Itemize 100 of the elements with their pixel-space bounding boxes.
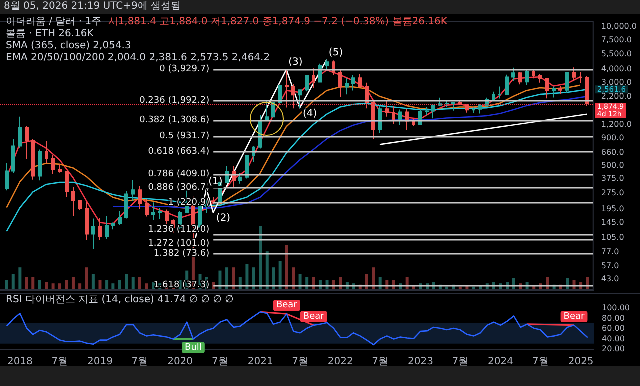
ref-line-label: 0.382 (1,308.6) [140, 116, 210, 126]
y-tick-label: 375.0 [601, 174, 624, 184]
candlestick [451, 102, 455, 112]
y-tick-label: 3,000.0 [601, 78, 632, 87]
annotation: (5) [328, 47, 344, 58]
bar [118, 280, 122, 290]
x-tick-label: 2020 [168, 356, 194, 368]
candlestick [345, 78, 349, 96]
bar [98, 280, 102, 290]
candlestick [385, 100, 389, 118]
candlestick [158, 208, 162, 220]
ref-line-label: 0.618 (663.4) [148, 147, 210, 158]
candlestick [151, 202, 155, 222]
bar [58, 284, 62, 290]
candlestick [165, 209, 169, 225]
candlestick [398, 109, 402, 126]
candlestick [312, 68, 315, 89]
candlestick [5, 163, 9, 192]
bar [65, 280, 68, 290]
x-tick-label: 7월 [452, 356, 469, 368]
bar [259, 226, 262, 290]
bar [106, 280, 109, 290]
candlestick [585, 76, 589, 106]
ref-line-label: 1.382 (73.6) [154, 249, 210, 260]
candlestick [358, 74, 362, 88]
y-tick-label: 275.0 [601, 188, 624, 198]
candlestick [118, 210, 122, 226]
candlestick [298, 89, 302, 109]
y-tick-label: 80.00 [602, 314, 625, 323]
candlestick [318, 63, 322, 84]
y-tick-label: 145.0 [601, 218, 624, 228]
candlestick [51, 154, 55, 176]
chart-title: RSI 다이버전스 지표 (14, close) 41.74 ∅ ∅ ∅ ∅ [6, 294, 234, 306]
y-tick-label: 40.00 [602, 334, 625, 344]
y-tick-label: 5,500.0 [601, 50, 632, 59]
candlestick [91, 218, 95, 250]
bar [285, 245, 288, 290]
candlestick [291, 83, 295, 110]
x-tick-label: 2019 [88, 356, 113, 368]
y-tick-label: 20.00 [602, 344, 625, 354]
bar [226, 268, 229, 290]
candlestick [579, 72, 582, 84]
bar [272, 268, 276, 290]
annotation: 볼륨 · ETH 26.16K [6, 28, 94, 40]
x-tick-label: 2025 [568, 356, 594, 368]
bar [78, 284, 82, 290]
ref-line-label: 0.236 (1,992.2) [140, 96, 210, 106]
candlestick [18, 116, 22, 149]
x-tick-label: 7월 [132, 356, 148, 368]
candlestick [25, 126, 29, 160]
candlestick [45, 141, 48, 164]
annotation: (3) [288, 57, 303, 68]
y-tick-label: 4,000.0 [601, 64, 632, 74]
bar [25, 277, 28, 290]
series-label: Bear [564, 312, 586, 322]
candlestick [78, 200, 82, 211]
bar [38, 280, 42, 290]
annotation: EMA 20/50/100/200 2,004.0 2,381.6 2,573.5 2,464.2 [6, 52, 270, 64]
bar [32, 277, 35, 290]
candlestick [238, 172, 242, 184]
bar [125, 274, 128, 290]
candlestick [98, 218, 102, 240]
bar [45, 282, 48, 290]
y-tick-label: 1,200.0 [601, 120, 632, 130]
bar [18, 268, 22, 290]
series-label: Bull [185, 342, 202, 353]
y-tick-label: 2,200.0 [601, 92, 632, 102]
candlestick [265, 100, 269, 122]
candlestick [124, 190, 128, 220]
candlestick [58, 164, 62, 174]
y-tick-label: 105.0 [601, 233, 624, 242]
line-series [112, 96, 588, 209]
candlestick [532, 70, 535, 80]
y-tick-label: 660.0 [601, 148, 624, 157]
candlestick [71, 187, 75, 217]
bar [12, 274, 15, 290]
y-tick-label: 10,000.0 [601, 22, 637, 31]
candlestick [572, 67, 576, 82]
candlestick [211, 196, 215, 205]
y-tick-label: 7,500.0 [601, 35, 632, 44]
candlestick [545, 78, 549, 100]
bar [232, 268, 236, 290]
x-tick-label: 7월 [372, 356, 389, 368]
candlestick [65, 171, 69, 198]
bar [266, 252, 269, 290]
x-tick-label: 2018 [7, 356, 33, 368]
bar [85, 268, 88, 290]
text: 8월 05, 2026 21:19 UTC+9에 생성됨 [0, 0, 640, 14]
y-tick-label: 57.0 [601, 262, 620, 271]
chart-title: 이더리움 / 달러 · 1주 [6, 16, 102, 28]
y-tick-label: 500.0 [601, 160, 624, 170]
candlestick [538, 74, 542, 84]
ref-line-label: 0 (3,929.7) [160, 64, 210, 75]
candlestick [511, 67, 515, 82]
bar [372, 268, 376, 290]
candlestick [38, 149, 42, 182]
y-tick-label: 77.0 [601, 248, 620, 257]
candlestick [565, 72, 569, 94]
y-tick-label: 60.00 [602, 324, 625, 333]
candlestick [145, 198, 149, 218]
